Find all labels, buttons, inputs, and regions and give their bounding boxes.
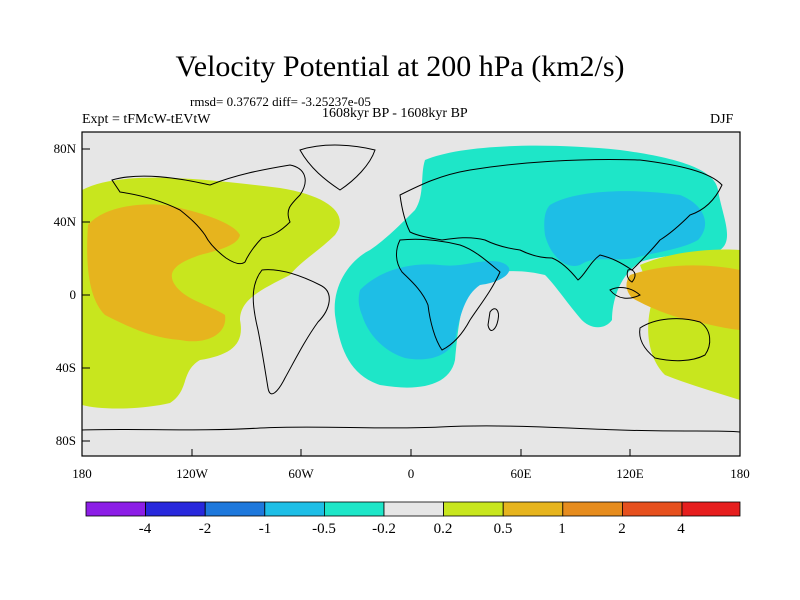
lat-label: 0	[69, 287, 77, 302]
lon-label: 0	[407, 466, 415, 481]
contour-neg2-indian	[358, 261, 510, 360]
lat-label: 80S	[55, 433, 76, 448]
colorbar-box	[681, 501, 741, 517]
colorbar-label: 2	[618, 521, 626, 537]
colorbar-box	[622, 501, 683, 517]
chart-title: Velocity Potential at 200 hPa (km2/s)	[175, 50, 625, 83]
colorbar-box	[502, 501, 564, 517]
colorbar-label: -1	[258, 521, 272, 537]
colorbar-box	[145, 501, 206, 517]
colorbar-label: 4	[677, 521, 685, 537]
colorbar-label: -2	[198, 521, 212, 537]
lon-label: 180	[730, 466, 750, 481]
colorbar-box	[383, 501, 444, 517]
contour-orange-pacific	[87, 204, 240, 342]
lat-label: 40N	[53, 214, 76, 229]
colorbar-box	[204, 501, 266, 517]
colorbar-label: -4	[138, 521, 152, 537]
lat-label: 80N	[53, 141, 76, 156]
axis-ticks	[81, 148, 741, 456]
lon-label: 180	[72, 466, 92, 481]
experiment-label: Expt = tFMcW-tEVtW	[82, 112, 211, 127]
stats-text: rmsd= 0.37672 diff= -3.25237e-05	[190, 94, 371, 109]
colorbar-label: 0.2	[433, 521, 453, 537]
colorbar-box	[443, 501, 504, 517]
colorbar-box	[323, 501, 385, 517]
lat-label: 40S	[55, 360, 76, 375]
lon-label: 120W	[176, 466, 208, 481]
contour-orange-westpac	[626, 265, 740, 330]
lon-label: 120E	[616, 466, 644, 481]
contour-neg2-eurasia	[544, 191, 706, 266]
colorbar	[85, 501, 741, 517]
period-label: 1608kyr BP - 1608kyr BP	[322, 106, 468, 121]
colorbar-box	[264, 501, 325, 517]
colorbar-label: -0.5	[312, 521, 336, 537]
colorbar-label: 1	[558, 521, 566, 537]
colorbar-box	[85, 501, 146, 517]
season-label: DJF	[710, 112, 734, 127]
coastlines	[82, 144, 740, 433]
lon-label: 60W	[288, 466, 314, 481]
lon-label: 60E	[510, 466, 532, 481]
colorbar-box	[562, 501, 623, 517]
colorbar-label: -0.2	[372, 521, 396, 537]
colorbar-label: 0.5	[493, 521, 513, 537]
